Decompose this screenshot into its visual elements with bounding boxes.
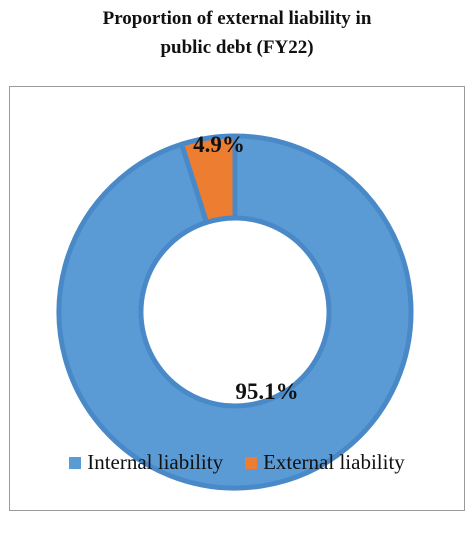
legend-swatch-internal <box>69 456 82 469</box>
donut-slice-external <box>179 133 238 225</box>
legend-item-external: External liability <box>245 450 405 475</box>
donut-slices <box>56 133 414 491</box>
chart-frame: 95.1% 4.9% Internal liability External l… <box>9 86 465 511</box>
legend-label-internal: Internal liability <box>87 450 224 474</box>
legend-item-internal: Internal liability <box>69 450 223 475</box>
legend-label-external: External liability <box>263 450 405 474</box>
chart-title-line-1: Proportion of external liability in <box>102 8 372 29</box>
legend-swatch-external <box>245 456 258 469</box>
data-label-external: 4.9% <box>193 132 245 157</box>
chart-title-line-2: public debt (FY22) <box>160 37 314 58</box>
chart-title: Proportion of external liability in publ… <box>0 4 474 62</box>
donut-chart: 95.1% 4.9% <box>56 132 414 491</box>
data-label-internal: 95.1% <box>235 379 298 404</box>
legend: Internal liability External liability <box>10 450 464 475</box>
donut-slice-internal <box>56 133 414 491</box>
